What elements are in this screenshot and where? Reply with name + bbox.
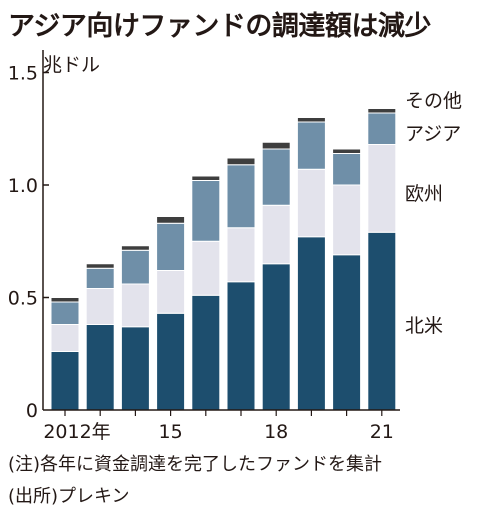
bar-segment — [261, 263, 291, 411]
bar-segment — [120, 283, 150, 328]
bar-segment — [156, 222, 186, 271]
y-tick-label: 1.5 — [8, 63, 38, 85]
bar-segment — [261, 204, 291, 265]
bar-segment — [120, 249, 150, 285]
bar-segment — [226, 157, 256, 166]
x-tick-label: 21 — [370, 421, 394, 443]
bar-segment — [120, 245, 150, 251]
bar-segment — [156, 270, 186, 314]
y-tick-label: 1.0 — [8, 175, 38, 197]
bar-segment — [332, 254, 362, 411]
legend-label: アジア — [405, 123, 461, 145]
y-axis-unit-label: 兆ドル — [43, 54, 101, 76]
bar-segment — [191, 175, 221, 181]
footnote-source: (出所)プレキン — [8, 486, 130, 507]
bar-segment — [226, 281, 256, 411]
bar-segment — [367, 108, 397, 114]
bar-segment — [191, 240, 221, 296]
legend-label: その他 — [405, 90, 462, 112]
bar-segment — [85, 267, 115, 289]
bar-segment — [332, 184, 362, 256]
bar-segment — [261, 148, 291, 206]
chart-title: アジア向けファンドの調達額は減少 — [8, 11, 431, 42]
bar-segment — [296, 168, 326, 238]
y-tick-label: 0 — [26, 400, 38, 422]
x-tick-label: 2012年 — [43, 421, 110, 443]
bar-segment — [261, 141, 291, 150]
bar-segment — [50, 301, 80, 325]
legend-label: 欧州 — [405, 183, 443, 205]
bar-segment — [367, 112, 397, 145]
bar-segment — [85, 288, 115, 325]
bar-segment — [332, 153, 362, 186]
bar-segment — [332, 148, 362, 154]
footnote-note: (注)各年に資金調達を完了したファンドを集計 — [8, 454, 383, 475]
bar-segment — [156, 312, 186, 411]
x-tick-label: 15 — [159, 421, 183, 443]
bar-segment — [367, 144, 397, 233]
x-tick-label: 18 — [264, 421, 288, 443]
bar-segment — [120, 326, 150, 411]
bar-segment — [296, 121, 326, 170]
bar-segment — [191, 180, 221, 242]
bar-segment — [50, 324, 80, 352]
bar-segment — [226, 227, 256, 283]
bar-segment — [296, 236, 326, 411]
bar-segment — [367, 231, 397, 411]
legend-label: 北米 — [405, 315, 443, 337]
bar-segment — [296, 117, 326, 123]
y-tick-label: 0.5 — [8, 288, 38, 310]
bar-segment — [85, 263, 115, 269]
bar-segment — [50, 297, 80, 303]
bar-segment — [156, 216, 186, 224]
bar-segment — [50, 351, 80, 411]
bar-segment — [85, 324, 115, 411]
bar-segment — [191, 294, 221, 411]
bar-segment — [226, 164, 256, 229]
